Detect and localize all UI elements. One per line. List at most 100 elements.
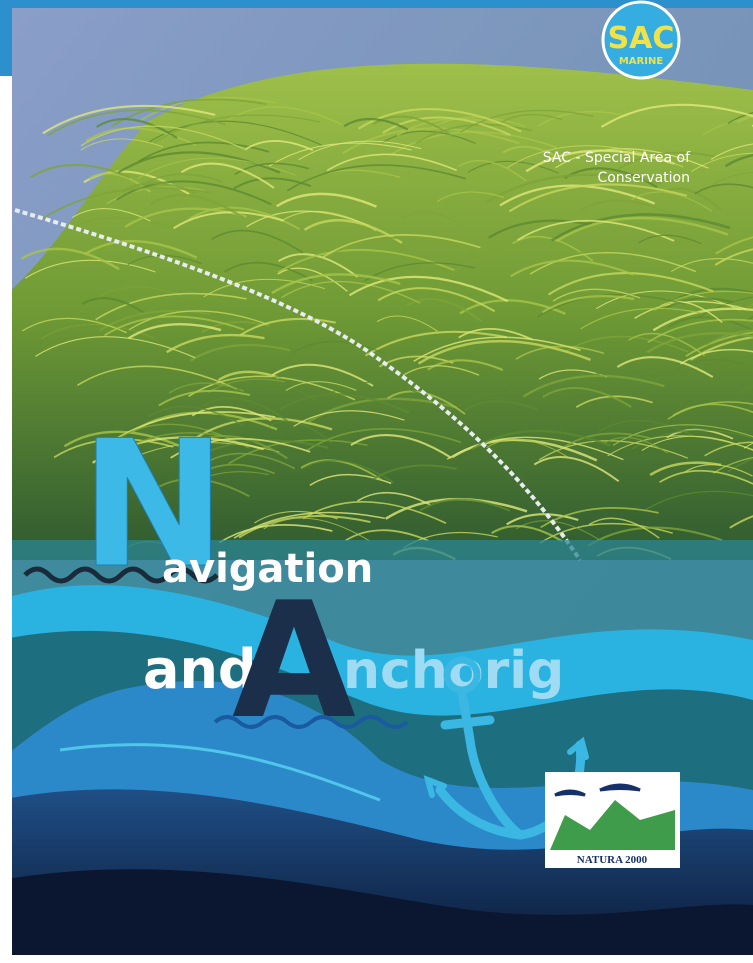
grass-blade [555, 216, 729, 243]
grass-blade [116, 180, 272, 206]
grass-blade [542, 387, 632, 408]
grass-blade [417, 339, 591, 365]
grass-blade [77, 365, 239, 391]
grass-blade [71, 208, 151, 222]
title-rest: nchorig [343, 641, 564, 701]
badge-subtitle: MARINE [619, 56, 663, 67]
grass-blade [580, 307, 703, 330]
side-bar [0, 0, 12, 76]
grass-blade [286, 164, 467, 192]
subtitle-line: Conservation [597, 170, 690, 186]
grass-blade [452, 248, 589, 273]
grass-blade [406, 298, 483, 323]
grass-blade [451, 438, 598, 462]
grass-blade [607, 435, 753, 457]
grass-blade [736, 385, 753, 395]
grass-blade [376, 315, 438, 332]
grass-blade [612, 424, 753, 446]
grass-blade [326, 236, 467, 258]
grass-blade [600, 103, 753, 128]
grass-blade [202, 397, 290, 424]
grass-blade [667, 316, 753, 332]
grass-blade [195, 417, 333, 439]
grass-blade [99, 309, 210, 332]
logo-label: NATURA 2000 [577, 854, 648, 866]
title-lead: and [143, 638, 257, 701]
grass-blade [729, 515, 753, 529]
grass-blade [714, 248, 753, 266]
grass-blade [149, 193, 245, 220]
grass-blade [246, 210, 370, 228]
grass-blade [245, 140, 314, 152]
grass-blade [234, 162, 310, 176]
grass-blade [529, 252, 697, 275]
grass-blade [20, 247, 120, 271]
grass-blade [381, 130, 476, 145]
grass-blade [364, 262, 476, 282]
grass-blade [153, 478, 250, 498]
grass-blade [128, 310, 269, 331]
grass-blade [685, 331, 753, 357]
grass-blade [350, 434, 452, 459]
grass-blade [127, 323, 222, 340]
grass-blade [85, 127, 197, 146]
grass-blade [415, 123, 532, 144]
subtitle-line: SAC - Special Area of [543, 150, 691, 166]
grass-blade [413, 336, 581, 362]
wave-underline [213, 715, 409, 729]
grass-blade [30, 163, 131, 179]
badge-title: SAC [608, 21, 675, 56]
grass-blade [401, 211, 475, 235]
grass-blade [649, 461, 722, 476]
grass-blade [491, 525, 563, 543]
grass-blade [137, 141, 270, 163]
grass-blade [42, 104, 216, 135]
grass-blade [345, 529, 429, 542]
grass-blade [643, 490, 753, 512]
grass-blade [227, 106, 343, 126]
grass-blade [203, 452, 296, 470]
grass-blade [402, 365, 480, 376]
grass-blade [537, 110, 629, 127]
grass-blade [254, 510, 338, 524]
grass-blade [190, 435, 288, 460]
grass-blade [724, 153, 753, 168]
grass-blade [715, 236, 753, 255]
grass-blade [180, 162, 275, 189]
grass-blade [153, 114, 320, 144]
grass-blade [694, 183, 753, 195]
grass-blade [690, 152, 753, 173]
grass-blade [550, 213, 731, 242]
grass-blade [458, 159, 527, 182]
grass-blade [510, 259, 634, 278]
grass-blade [148, 405, 245, 427]
grass-blade [459, 109, 594, 133]
grass-blade [652, 307, 753, 332]
grass-blade [517, 219, 675, 242]
grass-blade [95, 292, 247, 321]
grass-blade [638, 234, 702, 245]
grass-blade [92, 436, 264, 464]
grass-blade [158, 389, 251, 407]
grass-blade [342, 127, 520, 155]
grass-blade [329, 381, 421, 395]
grass-blade [63, 430, 180, 448]
grass-blade [300, 459, 395, 484]
grass-blade [172, 211, 285, 230]
grass-blade [588, 517, 660, 539]
grass-blade [533, 456, 620, 483]
grass-blade [189, 343, 291, 362]
grass-blade [121, 181, 197, 195]
grass-blade [680, 349, 753, 365]
grass-blade [271, 363, 374, 387]
grass-blade [486, 438, 568, 458]
grass-blade [21, 317, 127, 334]
grass-blade [232, 375, 358, 394]
grass-blade [502, 145, 565, 162]
grass-blade [269, 420, 333, 445]
grass-blade [538, 369, 608, 380]
grass-blade [188, 375, 356, 401]
grass-blade [96, 118, 178, 139]
grass-blade [309, 473, 392, 486]
